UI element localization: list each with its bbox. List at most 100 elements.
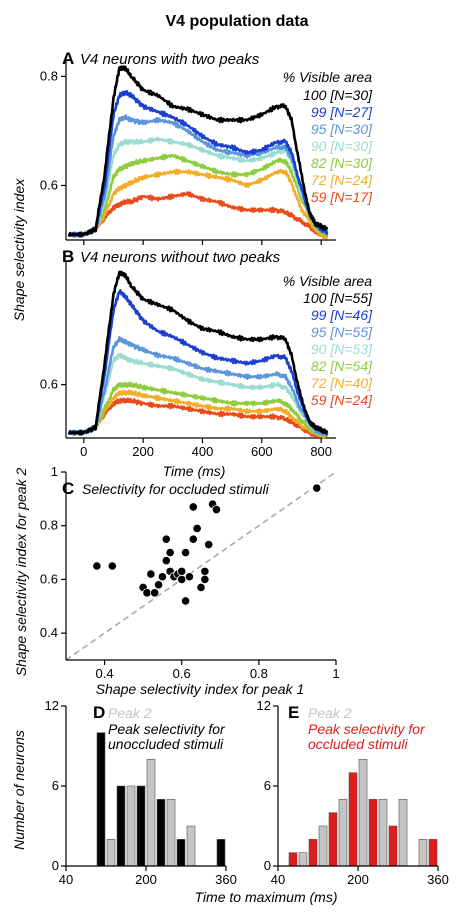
y-tick-label: 0 [52, 858, 59, 873]
histogram-bar [308, 839, 318, 867]
histogram-bar [176, 839, 186, 867]
x-tick-label: 0 [80, 444, 87, 459]
panel-a-title: V4 neurons with two peaks [80, 51, 260, 68]
scatter-point [165, 547, 175, 558]
x-tick-label: 360 [427, 872, 449, 887]
y-tick-label: 0.6 [40, 571, 58, 586]
series-line-5 [67, 389, 329, 439]
histogram-bar [166, 799, 176, 867]
series-line-6 [67, 191, 329, 240]
scatter-point [180, 596, 191, 606]
x-tick-label: 0.6 [173, 666, 191, 681]
scatter-point [188, 534, 198, 544]
y-tick-label: 12 [45, 698, 59, 713]
panel-b-letter: B [62, 247, 74, 266]
scatter-point [184, 572, 195, 582]
scatter-point [146, 569, 156, 579]
legend-entry-5: 72 [N=40] [311, 375, 373, 391]
y-tick-label: 0.6 [40, 377, 58, 392]
x-tick-label: 1 [332, 666, 339, 681]
legend-entry-6: 59 [N=17] [311, 189, 373, 205]
histogram-bar [418, 839, 428, 867]
panel-b-legend-title: % Visible area [283, 273, 372, 289]
histogram-bar [328, 812, 338, 867]
x-axis-label-c: Shape selectivity index for peak 1 [96, 681, 305, 697]
histogram-bar [368, 799, 378, 867]
y-axis-label-d: Number of neurons [11, 730, 27, 850]
series-line-1 [68, 288, 329, 436]
scatter-point [312, 483, 322, 493]
x-axis-label-de: Time to maximum (ms) [195, 889, 338, 905]
series-line-4 [68, 153, 329, 238]
scatter-point [200, 566, 210, 576]
histogram-bar [398, 799, 408, 867]
scatter-point [200, 574, 210, 585]
panel-a-plot: 0.6 0.8 [40, 60, 336, 245]
histogram-bar [298, 852, 308, 867]
histogram-bar [288, 852, 298, 867]
histogram-bar [136, 785, 146, 867]
histogram-bar [126, 785, 136, 867]
panel-b-legend: 100 [N=55]99 [N=46]95 [N=55]90 [N=53]82 … [303, 290, 373, 408]
x-tick-label: 0.8 [250, 666, 268, 681]
x-tick-label: 800 [310, 444, 332, 459]
histogram-bar [146, 759, 156, 867]
scatter-point [161, 556, 171, 566]
scatter-point [177, 574, 187, 585]
scatter-point [150, 588, 160, 598]
panel-c: C Selectivity for occluded stimuli Shape… [13, 464, 340, 697]
scatter-point [196, 582, 206, 593]
panel-a: A V4 neurons with two peaks Shape select… [11, 49, 373, 321]
x-tick-label: 40 [271, 872, 285, 887]
panel-a-legend: 100 [N=30]99 [N=27]95 [N=30]90 [N=30]82 … [303, 87, 373, 205]
x-tick-label: 400 [192, 444, 214, 459]
y-tick-label: 1 [51, 464, 58, 479]
figure-title: V4 population data [165, 13, 308, 30]
series-line-1 [68, 89, 329, 238]
panel-b-plot: 0 200 400 600 800 0.6 [40, 262, 336, 459]
y-tick-label: 0 [264, 858, 271, 873]
y-tick-label: 12 [257, 698, 271, 713]
histogram-bar [388, 825, 398, 867]
series-line-4 [68, 381, 329, 438]
legend-entry-3: 90 [N=53] [311, 341, 373, 357]
scatter-point [180, 547, 191, 558]
x-tick-label: 600 [251, 444, 273, 459]
panel-e-letter: E [288, 703, 299, 722]
histogram-bar [216, 839, 226, 867]
x-tick-label: 0.4 [96, 666, 114, 681]
histogram-bar [358, 759, 368, 867]
scatter-point [92, 561, 102, 571]
x-tick-label: 360 [215, 872, 237, 887]
series-line-5 [67, 168, 328, 240]
legend-entry-1: 99 [N=27] [311, 104, 373, 120]
x-tick-label: 40 [59, 872, 73, 887]
scatter-point [211, 504, 222, 515]
legend-entry-2: 95 [N=30] [311, 121, 373, 137]
panel-a-legend-title: % Visible area [283, 69, 372, 85]
legend-entry-6: 59 [N=24] [311, 392, 373, 408]
panel-c-plot: 0.4 0.6 0.8 1 0.4 0.6 0.8 1 [40, 464, 340, 681]
scatter-point [177, 566, 187, 576]
x-tick-label: 200 [347, 872, 369, 887]
legend-entry-4: 82 [N=54] [311, 358, 373, 374]
histogram-bar [156, 799, 166, 867]
histogram-bar [348, 772, 358, 867]
legend-entry-1: Peak selectivity for unoccluded stimuli [108, 721, 226, 752]
y-tick-label: 0.4 [40, 625, 58, 640]
y-tick-label: 0.8 [40, 518, 58, 533]
histogram-bar [318, 825, 328, 867]
histogram-bar [338, 799, 348, 867]
scatter-point [188, 502, 198, 512]
series-line-0 [67, 270, 329, 436]
y-axis-label-c: Shape selectivity index for peak 2 [13, 468, 29, 677]
panel-b-title: V4 neurons without two peaks [80, 249, 281, 266]
scatter-point [142, 588, 152, 598]
x-axis-label-b: Time (ms) [163, 463, 226, 479]
panel-a-letter: A [62, 49, 74, 68]
legend-entry-1: Peak selectivity for occluded stimuli [308, 721, 426, 752]
series-line-3 [67, 352, 329, 436]
